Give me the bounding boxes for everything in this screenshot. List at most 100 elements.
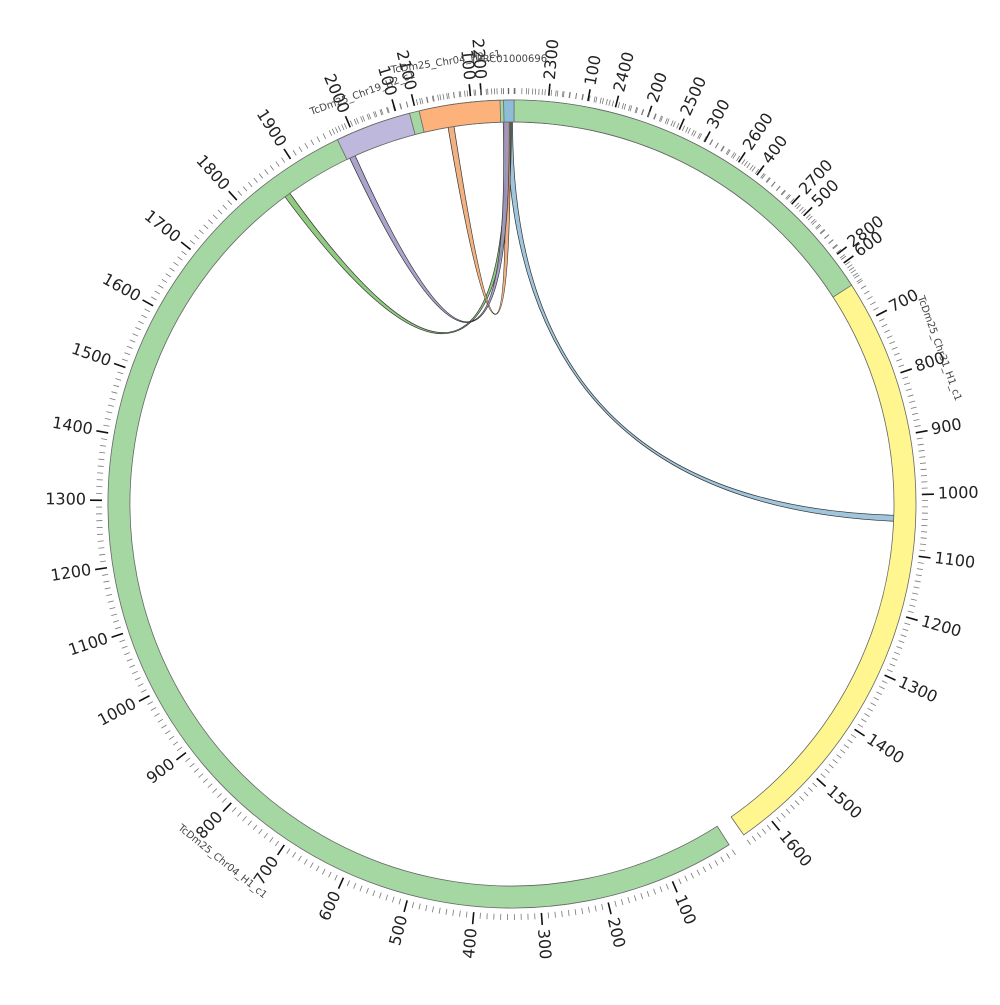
tick-label: 300 [703,96,734,132]
minor-tick [752,836,756,841]
minor-tick [887,669,892,671]
minor-tick [813,783,817,787]
minor-tick [882,681,887,684]
minor-tick [673,121,675,127]
major-tick [916,431,928,433]
minor-tick [909,605,915,606]
minor-tick [710,139,713,144]
minor-tick [254,178,258,183]
minor-tick [896,359,902,361]
minor-tick [901,635,907,637]
minor-tick [238,191,242,196]
tick-label: 900 [143,754,179,788]
major-tick [837,247,847,254]
minor-tick [884,330,889,333]
minor-tick [709,864,712,869]
minor-tick [287,849,290,854]
minor-tick [367,114,369,120]
minor-tick [588,907,589,913]
major-tick [906,617,918,620]
minor-tick [190,240,195,244]
minor-tick [867,296,872,299]
minor-tick [217,793,221,797]
minor-tick [253,825,257,830]
major-tick [404,900,407,912]
minor-tick [135,677,140,680]
minor-tick [918,562,924,563]
minor-tick [609,100,610,106]
minor-tick [270,837,273,842]
major-tick [615,96,618,108]
minor-tick [373,890,375,896]
minor-tick [264,833,268,838]
tick-label: 1600 [775,827,816,871]
minor-tick [369,113,371,119]
minor-tick [361,117,363,123]
segment-chr04 [108,100,852,908]
minor-tick [111,392,117,394]
minor-tick [917,569,923,570]
link-tprc-chr19 [350,122,510,322]
minor-tick [110,398,116,400]
minor-tick [109,607,115,609]
minor-tick [715,860,718,865]
minor-tick [902,377,908,379]
minor-tick [243,187,247,192]
minor-tick [594,96,595,102]
minor-tick [332,129,335,134]
major-tick [338,878,343,889]
segment-chr04h2 [419,100,501,132]
minor-tick [911,407,917,408]
minor-tick [840,750,845,754]
major-tick [704,131,710,142]
minor-tick [556,90,557,96]
major-tick [549,84,550,96]
minor-tick [426,905,427,911]
minor-tick [222,798,226,802]
minor-tick [228,200,232,204]
minor-tick [335,127,338,132]
minor-tick [310,863,313,868]
minor-tick [777,817,781,822]
minor-tick [906,389,912,391]
segment-chr31 [525,100,916,835]
minor-tick [899,641,905,643]
minor-tick [122,646,128,648]
minor-tick [582,908,583,914]
minor-tick [854,275,859,278]
minor-tick [259,829,263,834]
major-tick [114,363,125,367]
minor-tick [825,769,830,773]
minor-tick [808,787,812,791]
minor-tick [440,94,441,100]
minor-tick [602,904,603,910]
tick-label: 200 [643,70,671,105]
minor-tick [338,126,341,131]
minor-tick [915,581,921,582]
minor-tick [170,268,175,271]
segments-layer [108,100,916,908]
minor-tick [920,544,926,545]
link-tprc-chr31 [507,122,894,521]
minor-tick [347,880,349,886]
minor-tick [129,665,135,667]
tick-label: 1500 [69,339,114,370]
major-tick [96,431,108,433]
minor-tick [685,876,688,881]
minor-tick [115,379,121,381]
minor-tick [688,128,691,133]
major-tick [672,881,677,892]
minor-tick [912,593,918,594]
minor-tick [232,807,236,811]
minor-tick [660,886,662,892]
tick-label: 300 [534,928,555,960]
minor-tick [350,121,352,127]
major-tick [278,845,285,855]
minor-tick [568,910,569,916]
minor-tick [304,859,307,864]
minor-tick [329,872,332,877]
minor-tick [861,286,866,289]
minor-tick [460,911,461,917]
tick-label: 1200 [919,611,963,640]
minor-tick [621,899,623,905]
